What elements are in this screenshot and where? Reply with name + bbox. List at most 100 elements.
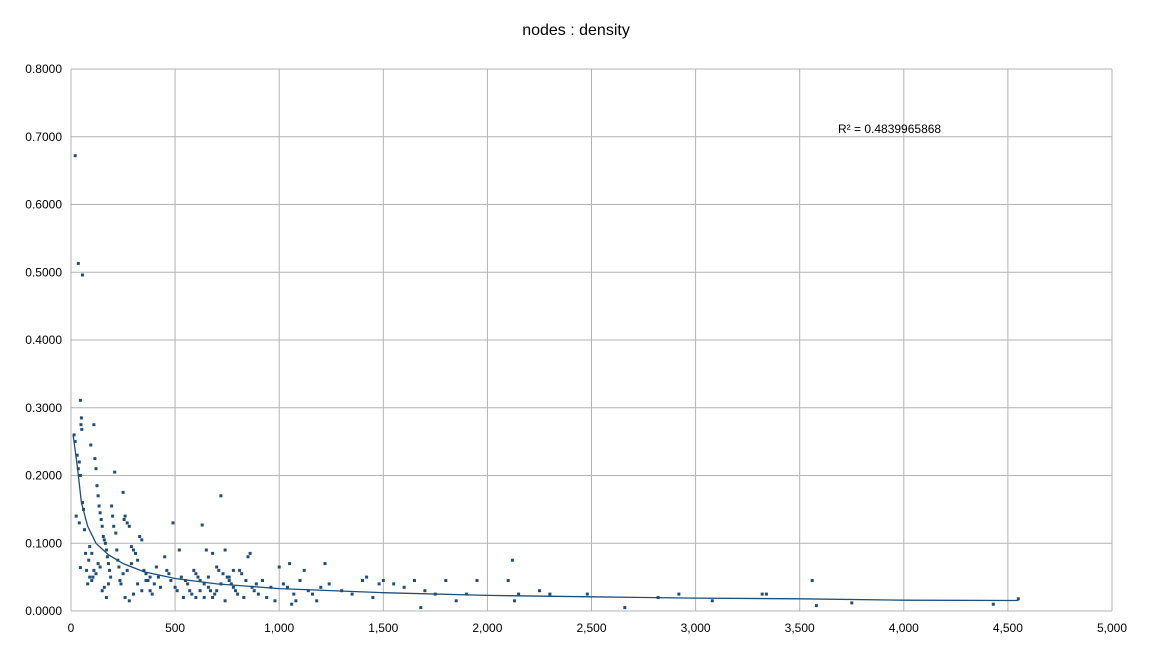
data-point — [89, 443, 93, 447]
data-point — [94, 467, 98, 471]
data-point — [242, 596, 246, 599]
data-point — [221, 572, 225, 576]
data-point — [517, 592, 521, 596]
x-tick-label: 5,000 — [1097, 621, 1127, 635]
data-point — [475, 579, 479, 582]
data-point — [102, 585, 106, 589]
data-point — [311, 592, 314, 596]
data-point — [123, 514, 127, 518]
data-point — [194, 572, 198, 576]
data-point — [254, 582, 258, 586]
data-point — [288, 562, 292, 566]
data-point — [585, 592, 589, 596]
data-point — [77, 521, 81, 525]
y-tick-label: 0.7000 — [25, 130, 62, 144]
data-point — [111, 514, 115, 518]
data-point — [98, 511, 102, 515]
data-point — [402, 585, 406, 589]
data-point — [181, 596, 185, 599]
data-point — [123, 596, 127, 599]
data-point — [211, 596, 215, 599]
data-point — [219, 494, 223, 498]
data-point — [88, 545, 92, 549]
data-point — [91, 575, 95, 579]
data-point — [81, 501, 84, 505]
data-point — [142, 568, 146, 572]
data-point — [419, 606, 423, 610]
data-point — [125, 521, 129, 525]
data-point — [173, 585, 177, 589]
data-point — [140, 589, 144, 593]
data-point — [179, 575, 183, 579]
data-point — [225, 575, 229, 579]
data-point — [677, 592, 681, 596]
data-point — [80, 427, 84, 431]
data-point — [371, 596, 375, 599]
data-point — [114, 531, 118, 535]
y-tick-label: 0.3000 — [25, 401, 62, 415]
x-tick-label: 2,000 — [472, 621, 502, 635]
r-squared-label: R² = 0.4839965868 — [838, 122, 941, 136]
data-point — [392, 582, 396, 586]
y-tick-label: 0.0000 — [25, 604, 62, 618]
data-point — [90, 579, 94, 582]
data-point — [298, 579, 302, 582]
data-point — [340, 589, 344, 593]
data-point — [202, 582, 206, 586]
data-point — [152, 582, 156, 586]
data-point — [94, 572, 98, 576]
data-point — [292, 592, 296, 596]
data-point — [78, 398, 82, 402]
data-point — [217, 568, 221, 572]
data-point — [77, 460, 81, 464]
data-point — [110, 504, 114, 508]
data-point — [286, 585, 289, 589]
data-point — [156, 575, 160, 579]
data-point — [231, 585, 235, 589]
data-point — [118, 579, 122, 582]
data-point — [97, 504, 101, 508]
data-point — [236, 592, 240, 596]
x-tick-label: 3,500 — [785, 621, 815, 635]
data-points — [72, 154, 1020, 610]
data-point — [202, 596, 206, 599]
data-point — [433, 592, 437, 596]
data-point — [229, 582, 233, 586]
data-point — [96, 562, 100, 566]
x-tick-label: 0 — [68, 621, 75, 635]
data-point — [140, 538, 144, 542]
data-point — [116, 558, 120, 562]
data-point — [227, 579, 231, 582]
data-point — [423, 589, 427, 593]
grid-lines — [70, 68, 1113, 612]
data-point — [104, 548, 108, 552]
data-point — [163, 555, 167, 559]
data-point — [136, 558, 140, 562]
data-point — [138, 535, 142, 538]
data-point — [75, 453, 79, 457]
data-point — [79, 423, 83, 427]
data-point — [81, 273, 84, 277]
data-point — [92, 423, 96, 427]
data-point — [213, 592, 217, 596]
x-tick-label: 4,500 — [993, 621, 1023, 635]
data-point — [132, 548, 135, 552]
data-point — [273, 599, 277, 603]
data-point — [169, 579, 173, 582]
data-point — [132, 592, 135, 596]
data-point — [83, 528, 86, 532]
data-point — [121, 572, 125, 576]
data-point — [302, 568, 306, 572]
data-point — [198, 579, 202, 582]
data-point — [127, 599, 131, 603]
x-tick-label: 3,000 — [681, 621, 711, 635]
data-point — [73, 440, 77, 444]
data-point — [238, 568, 242, 572]
data-point — [148, 589, 152, 593]
data-point — [100, 524, 104, 528]
data-point — [171, 521, 175, 525]
data-point — [198, 589, 202, 593]
data-point — [413, 579, 416, 582]
x-tick-label: 2,500 — [576, 621, 606, 635]
